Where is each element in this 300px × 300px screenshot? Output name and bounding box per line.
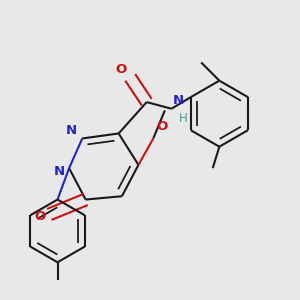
Text: O: O bbox=[35, 209, 46, 223]
Text: N: N bbox=[66, 124, 77, 137]
Text: methoxy: methoxy bbox=[73, 67, 115, 77]
Text: O: O bbox=[146, 119, 157, 133]
Text: methoxy: methoxy bbox=[167, 98, 207, 107]
Text: O: O bbox=[156, 121, 167, 134]
Text: H: H bbox=[179, 112, 188, 125]
Text: N: N bbox=[173, 94, 184, 107]
Text: N: N bbox=[54, 165, 65, 178]
Text: O: O bbox=[116, 63, 127, 76]
